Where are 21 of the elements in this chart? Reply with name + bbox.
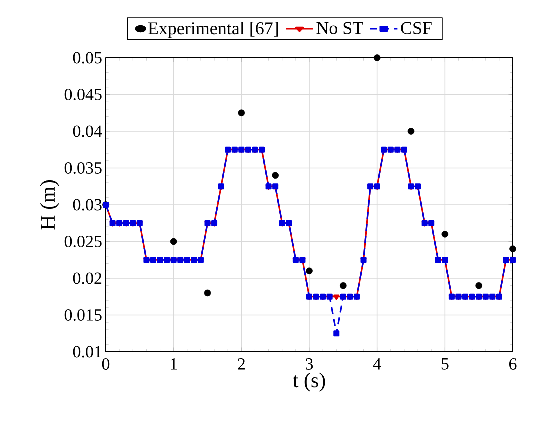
x-tick-label: 3	[306, 358, 314, 370]
y-tick-label: 0.045	[64, 88, 102, 101]
x-tick-label: 4	[373, 358, 382, 370]
y-tick-label: 0.025	[64, 236, 102, 248]
y-tick-label: 0.03	[73, 199, 102, 211]
legend-label: Experimental [67]	[148, 22, 278, 38]
legend-label: CSF	[401, 22, 432, 34]
x-axis-title: t (s)	[293, 372, 326, 392]
x-tick-label: 0	[102, 358, 110, 370]
y-tick-label: 0.035	[64, 162, 102, 174]
y-tick-label: 0.015	[64, 309, 102, 322]
y-tick-label: 0.04	[73, 126, 102, 138]
y-tick-label: 0.01	[73, 346, 102, 358]
legend-label: No ST	[316, 22, 364, 34]
y-axis-title: H (m)	[40, 180, 60, 230]
x-tick-label: 5	[442, 358, 449, 370]
y-tick-label: 0.02	[73, 272, 102, 284]
x-tick-label: 1	[171, 358, 178, 370]
y-tick-label: 0.05	[73, 52, 102, 64]
x-tick-label: 2	[238, 358, 245, 370]
x-tick-label: 6	[509, 358, 517, 370]
